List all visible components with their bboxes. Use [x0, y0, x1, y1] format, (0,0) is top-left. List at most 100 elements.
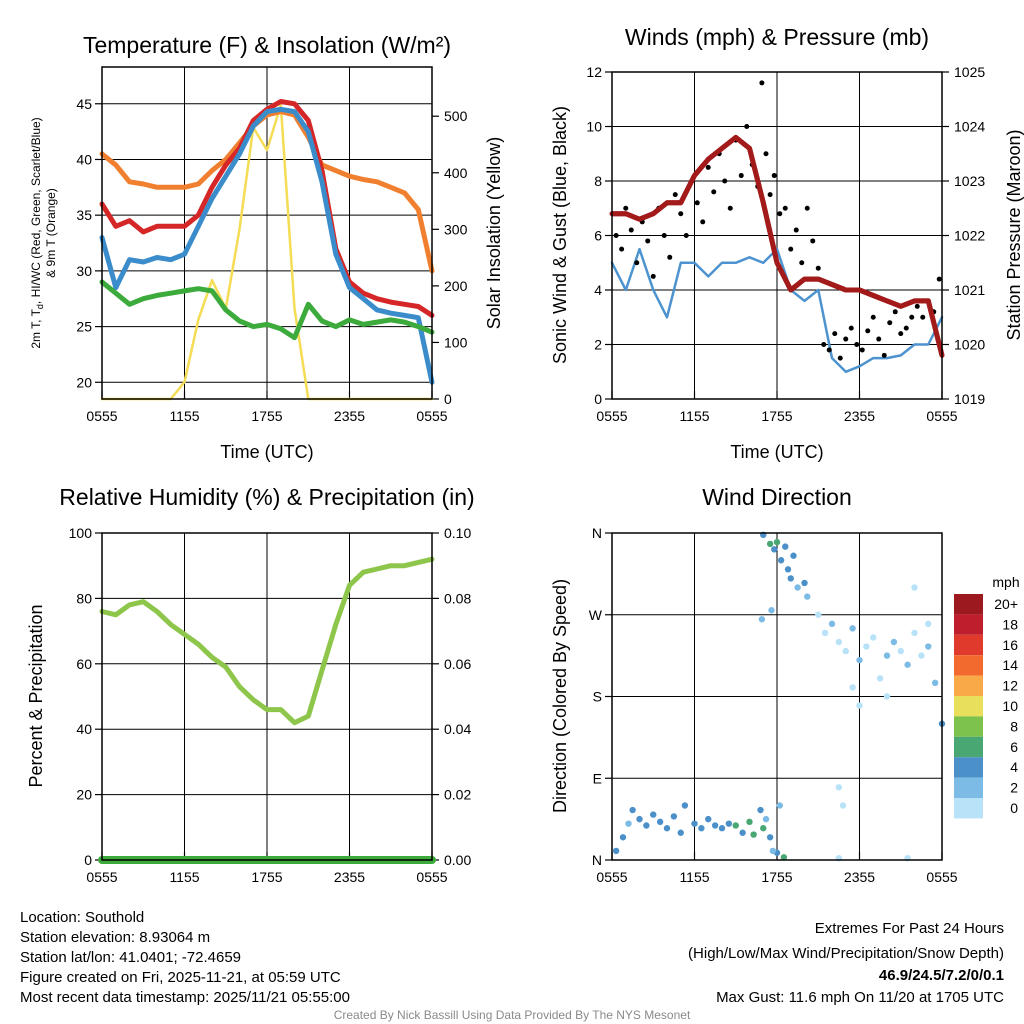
y-right-tick-label: 1021: [954, 282, 985, 298]
y-tick-label: N: [592, 852, 602, 868]
wind-direction-point: [776, 802, 783, 809]
humidity-panel-title: Relative Humidity (%) & Precipitation (i…: [59, 484, 474, 510]
gust-point: [694, 200, 700, 206]
wind-direction-point: [773, 538, 781, 546]
gust-point: [903, 325, 909, 331]
panel-2: 0555 1155 1755 2355 05550204060801000.000.02…: [69, 525, 472, 885]
legend-swatch: [954, 696, 983, 717]
y-tick-label: 25: [76, 319, 92, 335]
x-tick-label: 0555: [416, 869, 447, 885]
x-tick-label: 1755: [761, 408, 792, 424]
wind-direction-panel-title: Wind Direction: [702, 484, 852, 510]
y-tick-label: 0: [594, 391, 602, 407]
series-line-hi-wc: [99, 106, 435, 385]
wind-direction-point: [656, 818, 664, 826]
legend-swatch: [954, 675, 983, 696]
y-right-tick-label: 0.02: [444, 787, 471, 803]
wind-direction-point: [835, 638, 843, 646]
y-tick-label: 2: [594, 337, 602, 353]
footer-created: Figure created on Fri, 2025-11-21, at 05…: [20, 969, 341, 986]
x-tick-label: 1155: [169, 408, 199, 424]
y-right-tick-label: 0.08: [444, 590, 471, 606]
panel-1: 0555 1155 1755 2355 055502468101210191020102…: [586, 64, 985, 424]
wind-direction-point: [828, 620, 836, 628]
wind-direction-point: [835, 784, 843, 791]
temperature-y-label-line1: 2m T, Td, HI/WC (Red, Green, Scarlet/Blu…: [29, 117, 45, 348]
plot-frame: [611, 532, 943, 861]
wind-direction-point: [739, 829, 746, 836]
temperature-y-right-label: Solar Insolation (Yellow): [484, 137, 504, 329]
y-tick-label: 40: [76, 151, 92, 167]
wind-direction-point: [612, 847, 620, 855]
humidity-y-label: Percent & Precipitation: [26, 604, 46, 787]
gust-point: [909, 314, 915, 320]
wind-direction-point: [663, 825, 671, 832]
y-tick-label: 6: [594, 228, 602, 244]
plot-frame: [101, 66, 433, 400]
legend-swatch: [954, 716, 983, 737]
winds-x-label: Time (UTC): [730, 442, 823, 462]
footer-recent-data: Most recent data timestamp: 2025/11/21 0…: [20, 989, 350, 1006]
wind-direction-point: [801, 579, 808, 587]
series-line-relative-humidity: [99, 556, 435, 726]
y-right-tick-label: 1025: [954, 64, 985, 80]
y-tick-label: 60: [76, 656, 92, 672]
temperature-x-label: Time (UTC): [220, 442, 313, 462]
gust-point: [898, 331, 904, 337]
y-right-tick-label: 1023: [954, 173, 985, 189]
x-tick-label: 2355: [334, 408, 365, 424]
gust-point: [843, 336, 849, 342]
wind-direction-point: [636, 815, 643, 823]
x-tick-label: 0555: [416, 408, 447, 424]
wind-direction-point: [897, 647, 904, 655]
wind-direction-point: [757, 806, 764, 814]
y-right-tick-label: 0.04: [444, 721, 471, 737]
gust-point: [936, 276, 942, 282]
gust-point: [832, 331, 838, 337]
y-tick-label: 45: [76, 96, 92, 112]
gust-point: [738, 173, 744, 179]
gust-point: [661, 233, 667, 238]
gust-point: [920, 314, 926, 320]
wind-direction-point: [782, 543, 789, 550]
wind-direction-point: [625, 820, 632, 827]
gust-point: [744, 124, 750, 129]
gust-point: [815, 265, 821, 271]
wind-direction-point: [762, 815, 770, 823]
wind-direction-point: [918, 652, 925, 659]
y-tick-label: 20: [76, 787, 92, 803]
wind-direction-point: [815, 611, 822, 618]
wind-direction-point: [698, 825, 705, 832]
gust-point: [650, 273, 656, 279]
wind-direction-point: [911, 584, 918, 591]
y-tick-label: E: [593, 770, 602, 786]
x-tick-label: 0555: [926, 869, 957, 885]
temperature-y-label-line2: & 9m T (Orange): [44, 188, 58, 278]
gust-point: [892, 309, 898, 315]
legend-swatch: [954, 777, 983, 798]
gust-point: [881, 352, 887, 358]
gust-point: [711, 189, 717, 195]
winds-panel-title: Winds (mph) & Pressure (mb): [625, 24, 929, 50]
wind-direction-point: [777, 557, 785, 564]
gust-point: [672, 192, 678, 198]
wind-direction-point: [876, 675, 884, 682]
gust-point: [848, 325, 854, 331]
wind-direction-point: [787, 575, 794, 582]
y-right-tick-label: 1020: [954, 337, 985, 353]
gust-point: [854, 342, 860, 347]
wind-direction-point: [629, 806, 636, 814]
y-right-tick-label: 0.00: [444, 852, 471, 868]
gust-point: [623, 205, 629, 211]
wind-direction-point: [821, 629, 829, 637]
wind-direction-point: [670, 813, 678, 820]
gust-point: [782, 205, 788, 211]
gust-point: [777, 211, 783, 217]
gust-point: [859, 347, 865, 353]
gust-point: [799, 260, 805, 266]
wind-direction-point: [677, 829, 684, 836]
gust-point: [793, 227, 799, 233]
wind-direction-point: [925, 620, 932, 628]
wind-direction-point: [870, 634, 877, 641]
gust-point: [759, 80, 765, 86]
